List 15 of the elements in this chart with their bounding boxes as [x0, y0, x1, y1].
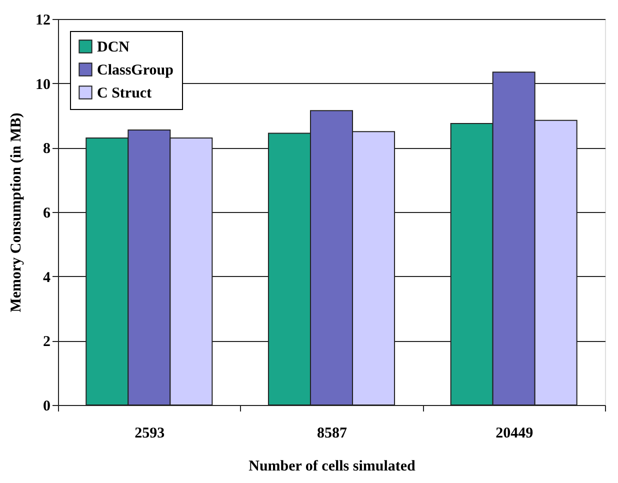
y-tick-label: 0	[43, 398, 50, 414]
y-tick-label: 12	[36, 12, 50, 28]
x-tick-label: 20449	[496, 426, 534, 442]
y-tick-label: 6	[43, 206, 51, 222]
x-axis-title: Number of cells simulated	[248, 458, 416, 474]
y-tick-label: 2	[43, 334, 50, 350]
x-tick-label: 8587	[317, 426, 348, 442]
legend-label: C Struct	[97, 86, 152, 102]
y-axis-title: Memory Consumption (in MB)	[8, 112, 24, 312]
legend-label: DCN	[97, 40, 130, 56]
legend-label: ClassGroup	[97, 62, 174, 78]
y-tick-label: 4	[43, 270, 51, 286]
y-tick-label: 10	[36, 76, 50, 93]
y-tick-label: 8	[43, 141, 50, 158]
x-tick-label: 2593	[134, 426, 165, 442]
